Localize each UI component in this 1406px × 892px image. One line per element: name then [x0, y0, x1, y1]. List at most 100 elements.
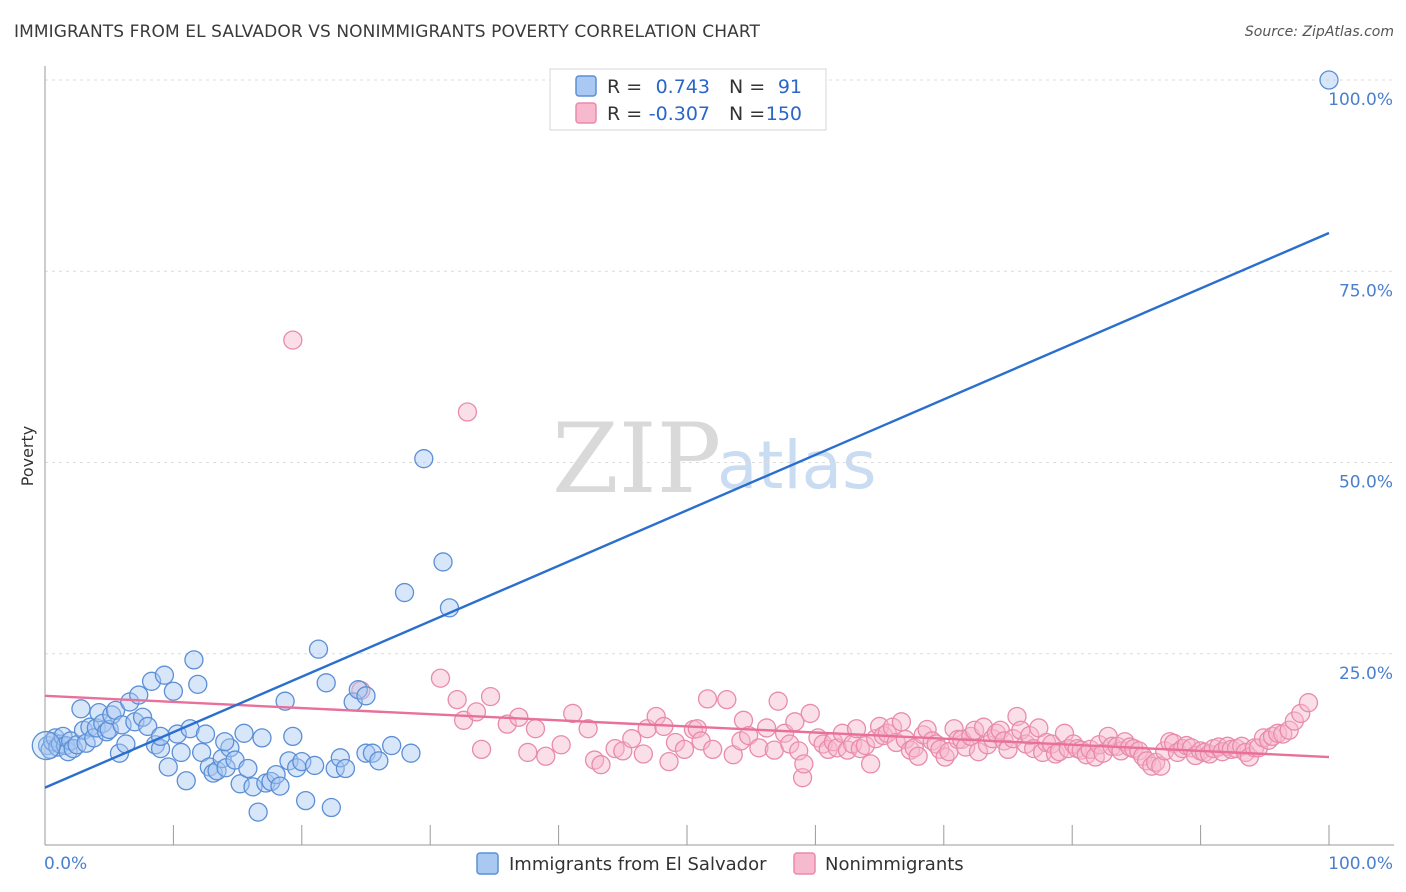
- el-salvador-trend-line: [44, 231, 1330, 789]
- nonimmigrants-point: [794, 754, 814, 774]
- legend-n-value-1: 91: [778, 76, 802, 98]
- series-legend-label-nonimmigrants: Nonimmigrants: [825, 854, 964, 875]
- nonimmigrants-point: [1284, 711, 1304, 731]
- legend-r-value-2: -0.307: [649, 103, 710, 125]
- nonimmigrants-point: [697, 689, 718, 709]
- nonimmigrants-point: [605, 738, 625, 759]
- correlation-legend: R = 0.743 N = 91 R = -0.307 N = 150: [549, 68, 827, 131]
- series-legend-swatch-el-salvador: [476, 852, 499, 875]
- nonimmigrants-point: [518, 742, 538, 763]
- nonimmigrants-point: [283, 330, 303, 350]
- el-salvador-point: [188, 674, 208, 694]
- el-salvador-points: [31, 70, 1339, 822]
- el-salvador-point: [401, 743, 421, 763]
- nonimmigrants-point: [466, 702, 487, 722]
- el-salvador-point: [308, 639, 329, 659]
- chart-title: IMMIGRANTS FROM EL SALVADOR VS NONIMMIGR…: [14, 22, 761, 42]
- el-salvador-point: [195, 724, 216, 744]
- nonimmigrants-point: [687, 719, 707, 739]
- el-salvador-point: [184, 650, 204, 670]
- el-salvador-point: [150, 726, 171, 747]
- nonimmigrants-point: [471, 739, 492, 760]
- el-salvador-point: [234, 723, 254, 743]
- nonimmigrants-trend-line: [44, 694, 1330, 759]
- legend-swatch-nonimmigrants: [575, 102, 597, 124]
- nonimmigrants-point: [800, 703, 820, 724]
- grid-layer: [45, 79, 1394, 655]
- el-salvador-point: [154, 665, 175, 685]
- nonimmigrants-point: [955, 737, 976, 757]
- nonimmigrants-point: [457, 402, 478, 422]
- el-salvador-point: [330, 748, 350, 768]
- nonimmigrants-point: [659, 751, 679, 772]
- nonimmigrants-point: [591, 755, 611, 775]
- nonimmigrants-point: [633, 744, 653, 764]
- nonimmigrants-point: [525, 719, 546, 739]
- nonimmigrants-point: [944, 719, 964, 739]
- nonimmigrants-point: [480, 686, 501, 707]
- nonimmigrants-point: [1151, 756, 1171, 776]
- el-salvador-point: [163, 681, 184, 701]
- el-salvador-point: [369, 751, 389, 771]
- axis-layer: 25.0% 50.0% 75.0% 100.0% 0.0% 100.0%: [44, 66, 1394, 874]
- nonimmigrants-point: [497, 714, 517, 734]
- y-axis-title: Poverty: [18, 426, 37, 487]
- nonimmigrants-point: [768, 691, 788, 711]
- el-salvador-point: [171, 742, 191, 763]
- el-salvador-point: [138, 716, 158, 737]
- el-salvador-point: [238, 758, 258, 779]
- el-salvador-point: [325, 758, 345, 779]
- el-salvador-point: [220, 738, 240, 758]
- el-salvador-point: [275, 691, 295, 711]
- nonimmigrants-point: [1298, 693, 1319, 713]
- nonimmigrants-point: [717, 690, 737, 710]
- el-salvador-point: [394, 582, 415, 603]
- x-tick-label: 100.0%: [1328, 854, 1393, 874]
- nonimmigrants-point: [891, 712, 912, 732]
- chart-source: Source: ZipAtlas.com: [1244, 24, 1394, 40]
- legend-n-value-2: 150: [766, 103, 802, 125]
- nonimmigrants-point: [622, 729, 642, 749]
- nonimmigrants-point: [855, 735, 876, 756]
- el-salvador-point: [252, 728, 272, 748]
- nonimmigrants-point: [792, 768, 813, 788]
- el-salvador-point: [321, 797, 341, 818]
- el-salvador-point: [1319, 70, 1339, 90]
- el-salvador-point: [283, 726, 303, 747]
- el-salvador-point: [270, 776, 290, 796]
- nonimmigrants-point: [756, 718, 777, 738]
- nonimmigrants-point: [738, 725, 759, 746]
- el-salvador-point: [158, 757, 178, 777]
- nonimmigrants-point: [998, 739, 1018, 760]
- el-salvador-point: [248, 802, 268, 822]
- el-salvador-point: [176, 771, 196, 791]
- el-salvador-point: [433, 552, 453, 572]
- el-salvador-point: [296, 790, 316, 811]
- x-tick-label: 0.0%: [44, 854, 87, 874]
- nonimmigrants-point: [536, 746, 556, 766]
- nonimmigrants-point: [578, 719, 598, 739]
- legend-r-value-1: 0.743: [656, 76, 710, 98]
- el-salvador-point: [335, 758, 356, 779]
- legend-r-label-2: R =: [607, 103, 642, 125]
- series-legend-label-el-salvador: Immigrants from El Salvador: [509, 854, 767, 875]
- el-salvador-point: [304, 755, 325, 776]
- nonimmigrants-point: [447, 690, 467, 710]
- el-salvador-point: [356, 686, 376, 706]
- legend-swatch-el-salvador: [575, 75, 597, 97]
- y-tick-label: 25.0%: [1339, 664, 1393, 684]
- el-salvador-point: [71, 699, 91, 719]
- y-tick-label: 100.0%: [1328, 90, 1393, 110]
- legend-n-label-1: N =: [729, 76, 765, 98]
- el-salvador-point: [414, 449, 434, 469]
- el-salvador-point: [215, 732, 235, 752]
- series-legend-swatch-nonimmigrants: [793, 852, 816, 875]
- nonimmigrants-point: [860, 754, 881, 774]
- el-salvador-point: [348, 680, 368, 700]
- el-salvador-point: [316, 673, 336, 693]
- nonimmigrants-point: [674, 739, 695, 760]
- series-legend: Immigrants from El Salvador Nonimmigrant…: [476, 852, 964, 875]
- nonimmigrants-point: [563, 703, 583, 724]
- nonimmigrants-point: [551, 735, 571, 755]
